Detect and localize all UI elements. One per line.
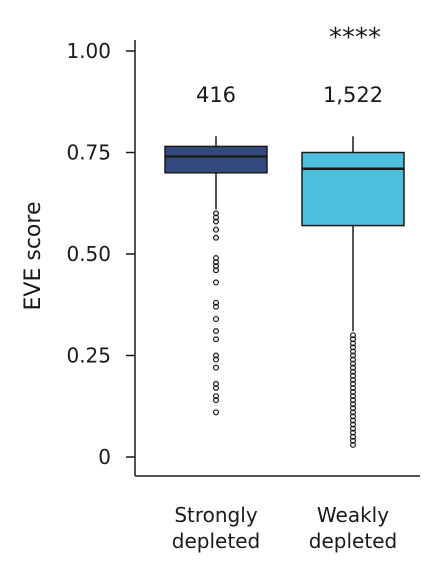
outlier-point — [213, 255, 220, 262]
outlier-point — [350, 364, 357, 371]
n-count-label-strongly: 416 — [196, 83, 236, 107]
outlier-point — [213, 336, 220, 343]
category-label-strongly-line1: Strongly — [174, 503, 257, 527]
outlier-point — [213, 328, 220, 335]
outlier-point — [213, 234, 220, 241]
outlier-point — [213, 397, 220, 404]
outlier-point — [350, 397, 357, 404]
outlier-point — [350, 332, 357, 339]
outlier-point — [213, 263, 220, 270]
y-ticks: 0 0.25 0.50 0.75 1.00 — [66, 39, 135, 469]
outlier-point — [213, 218, 220, 225]
outlier-point — [350, 389, 357, 396]
n-count-label-weakly: 1,522 — [323, 83, 383, 107]
y-tick-label: 1.00 — [66, 39, 111, 63]
outlier-point — [350, 433, 357, 440]
outlier-point — [350, 425, 357, 432]
outlier-point — [213, 267, 220, 274]
y-axis-label: EVE score — [21, 202, 46, 311]
outlier-point — [350, 344, 357, 351]
outlier-point — [213, 299, 220, 306]
y-tick-label: 0.75 — [66, 141, 111, 165]
outlier-point — [213, 259, 220, 266]
outlier-point — [213, 352, 220, 359]
outlier-point — [350, 340, 357, 347]
outlier-point — [213, 303, 220, 310]
y-tick-label: 0.25 — [66, 344, 111, 368]
category-label-strongly-line2: depleted — [172, 529, 260, 553]
y-tick-label: 0 — [98, 445, 111, 469]
outlier-point — [213, 214, 220, 221]
outlier-point — [213, 384, 220, 391]
outlier-point — [350, 437, 357, 444]
outlier-point — [350, 417, 357, 424]
outlier-point — [350, 356, 357, 363]
outlier-point — [350, 348, 357, 355]
outlier-point — [213, 279, 220, 286]
outlier-point — [213, 226, 220, 233]
outlier-point — [350, 336, 357, 343]
outlier-point — [213, 409, 220, 416]
outlier-point — [350, 401, 357, 408]
outlier-point — [350, 380, 357, 387]
outlier-point — [350, 405, 357, 412]
outlier-point — [350, 429, 357, 436]
outlier-point — [350, 441, 357, 448]
significance-label: **** — [329, 23, 381, 53]
y-tick-label: 0.50 — [66, 242, 111, 266]
outlier-point — [350, 409, 357, 416]
category-label-weakly-line2: depleted — [309, 529, 397, 553]
outlier-point — [350, 384, 357, 391]
category-label-weakly-line1: Weakly — [317, 503, 389, 527]
outlier-point — [350, 393, 357, 400]
box-group — [301, 136, 405, 448]
outlier-point — [350, 360, 357, 367]
boxes — [164, 136, 405, 448]
outlier-point — [350, 352, 357, 359]
outlier-point — [350, 421, 357, 428]
outlier-point — [213, 380, 220, 387]
outlier-point — [213, 356, 220, 363]
box-group — [164, 136, 268, 416]
outlier-point — [350, 376, 357, 383]
outlier-point — [213, 210, 220, 217]
outlier-point — [350, 368, 357, 375]
outlier-point — [213, 393, 220, 400]
outlier-point — [350, 413, 357, 420]
box-iqr — [301, 151, 405, 227]
outlier-point — [213, 364, 220, 371]
outlier-point — [213, 315, 220, 322]
outlier-point — [350, 372, 357, 379]
box-iqr — [164, 145, 268, 174]
